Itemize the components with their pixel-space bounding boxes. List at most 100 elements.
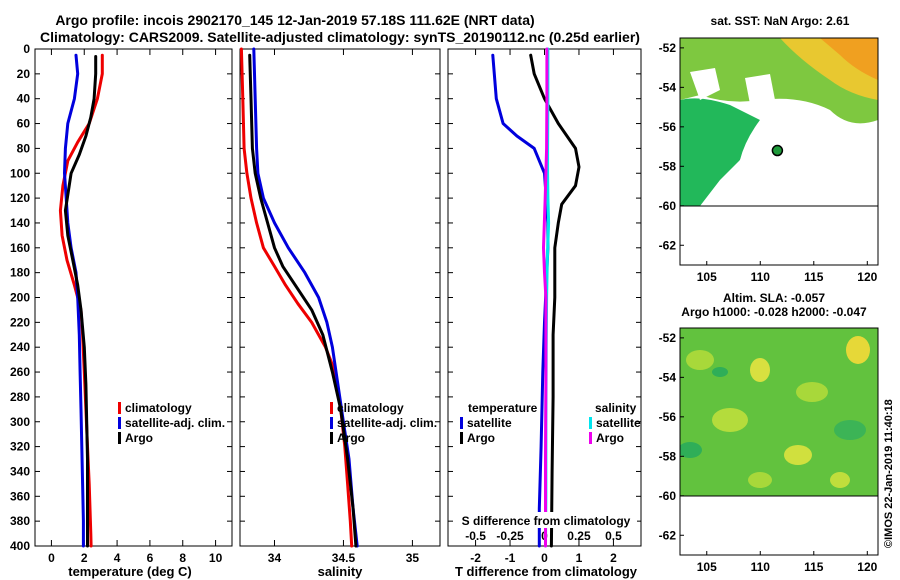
temperature-panel-frame bbox=[34, 48, 233, 547]
sla-blob bbox=[750, 358, 770, 382]
series-line-salinity-argo bbox=[542, 47, 549, 548]
sla-blob bbox=[830, 472, 850, 488]
sla-blob bbox=[712, 367, 728, 377]
map-y-tick-label: -54 bbox=[659, 370, 677, 384]
sst-cold-zone bbox=[680, 98, 760, 206]
argo-float-marker bbox=[771, 144, 784, 157]
sla-map-base bbox=[680, 328, 878, 496]
sla-map-title: Altim. SLA: -0.057 bbox=[723, 291, 825, 305]
x-tick-label: 2 bbox=[610, 551, 617, 565]
x-tick-label: 1 bbox=[576, 551, 583, 565]
legend-label-s-argo: Argo bbox=[596, 431, 624, 445]
x-tick-label: 35 bbox=[406, 551, 420, 565]
depth-tick-label: 100 bbox=[10, 166, 30, 180]
sla-blob bbox=[748, 472, 772, 488]
map-x-tick-label: 115 bbox=[804, 270, 824, 284]
legend-swatch-argo bbox=[118, 432, 121, 444]
x-tick-label: 34.5 bbox=[332, 551, 356, 565]
sst-map-axes: 105 110 115 120 -52 -54 -56 -58 -60 -62 bbox=[659, 41, 878, 284]
legend-head-salinity: salinity bbox=[595, 401, 637, 415]
legend-swatch-climatology bbox=[118, 402, 121, 414]
map-y-tick-label: -60 bbox=[659, 199, 677, 213]
map-y-tick-label: -52 bbox=[659, 331, 677, 345]
credit-text: ©IMOS 22-Jan-2019 11:40:18 bbox=[883, 399, 895, 548]
map-x-tick-label: 105 bbox=[697, 270, 717, 284]
temperature-xlabel: temperature (deg C) bbox=[68, 564, 192, 579]
depth-tick-label: 180 bbox=[10, 266, 30, 280]
depth-tick-label: 80 bbox=[17, 141, 31, 155]
legend-head-temperature: temperature bbox=[468, 401, 538, 415]
sla-blob bbox=[796, 382, 828, 402]
depth-tick-label: 120 bbox=[10, 191, 30, 205]
salinity-panel-frame bbox=[239, 48, 441, 547]
sla-blob bbox=[680, 442, 702, 458]
s-tick-label: -0.25 bbox=[496, 529, 524, 543]
argo-float-marker-icon bbox=[771, 144, 784, 157]
s-difference-label-bg bbox=[459, 512, 637, 528]
sst-missing-patch-3 bbox=[795, 112, 838, 150]
x-tick-label: 10 bbox=[209, 551, 223, 565]
legend-label-t-argo: Argo bbox=[467, 431, 495, 445]
depth-tick-label: 140 bbox=[10, 216, 30, 230]
legend-label-argo: Argo bbox=[337, 431, 365, 445]
sst-missing-patch-2 bbox=[745, 74, 775, 104]
map-y-tick-label: -62 bbox=[659, 528, 677, 542]
difference-chart: -2 -1 0 1 2-0.5 -0.25 0 0.25 0.5 bbox=[448, 47, 641, 565]
map-y-tick-label: -54 bbox=[659, 80, 677, 94]
depth-tick-label: 160 bbox=[10, 241, 30, 255]
x-tick-label: 0 bbox=[541, 551, 548, 565]
difference-xlabel: T difference from climatology bbox=[455, 564, 638, 579]
map-x-tick-label: 110 bbox=[751, 270, 771, 284]
sst-map-frame bbox=[679, 37, 879, 266]
sst-map-field bbox=[680, 38, 878, 206]
header-line-2: Climatology: CARS2009. Satellite-adjuste… bbox=[40, 29, 640, 45]
header-line-1: Argo profile: incois 2902170_145 12-Jan-… bbox=[55, 12, 534, 28]
legend-label-climatology: climatology bbox=[125, 401, 192, 415]
sla-map-frame bbox=[679, 327, 879, 556]
s-difference-xlabel: S difference from climatology bbox=[462, 514, 631, 528]
map-x-tick-label: 120 bbox=[857, 560, 877, 574]
sla-blob bbox=[712, 408, 748, 432]
sla-blob bbox=[784, 445, 812, 465]
map-y-tick-label: -58 bbox=[659, 159, 677, 173]
x-tick-label: 4 bbox=[114, 551, 121, 565]
depth-tick-label: 360 bbox=[10, 489, 30, 503]
depth-tick-label: 260 bbox=[10, 365, 30, 379]
series-line-satellite-adj-clim- bbox=[252, 47, 359, 548]
sst-map-title: sat. SST: NaN Argo: 2.61 bbox=[711, 14, 850, 28]
series-line-temperature-argo bbox=[529, 53, 581, 548]
legend-swatch-climatology bbox=[330, 402, 333, 414]
x-tick-label: -2 bbox=[470, 551, 481, 565]
salinity-chart: 34 34.5 35 bbox=[239, 47, 440, 565]
salinity-xlabel: salinity bbox=[318, 564, 364, 579]
x-tick-label: 6 bbox=[147, 551, 154, 565]
x-tick-label: 34 bbox=[268, 551, 282, 565]
depth-tick-label: 380 bbox=[10, 514, 30, 528]
sst-missing-patch-1 bbox=[690, 68, 720, 100]
legend-swatch-argo bbox=[330, 432, 333, 444]
x-tick-label: 8 bbox=[179, 551, 186, 565]
salinity-legend: climatology satellite-adj. clim. Argo bbox=[330, 401, 437, 445]
depth-axis: 0 20 40 60 80 100 120 140 160 180 200 220 240 260 280 3… bbox=[10, 42, 30, 553]
map-x-tick-label: 120 bbox=[857, 270, 877, 284]
depth-tick-label: 320 bbox=[10, 440, 30, 454]
legend-label-t-satellite: satellite bbox=[467, 416, 512, 430]
sla-blob bbox=[834, 420, 866, 440]
depth-tick-label: 300 bbox=[10, 415, 30, 429]
legend-swatch-s-argo bbox=[589, 432, 592, 444]
series-line-argo bbox=[248, 53, 358, 548]
map-y-tick-label: -58 bbox=[659, 449, 677, 463]
s-tick-label: 0.25 bbox=[567, 529, 591, 543]
s-tick-label: 0.5 bbox=[605, 529, 622, 543]
legend-swatch-satellite bbox=[118, 417, 121, 429]
legend-swatch-satellite bbox=[330, 417, 333, 429]
depth-tick-label: 40 bbox=[17, 92, 31, 106]
map-y-tick-label: -60 bbox=[659, 489, 677, 503]
sla-blob bbox=[846, 336, 870, 364]
legend-label-satellite: satellite-adj. clim. bbox=[337, 416, 437, 430]
legend-swatch-s-satellite bbox=[589, 417, 592, 429]
depth-tick-label: 0 bbox=[23, 42, 30, 56]
depth-tick-label: 240 bbox=[10, 340, 30, 354]
depth-tick-label: 220 bbox=[10, 315, 30, 329]
